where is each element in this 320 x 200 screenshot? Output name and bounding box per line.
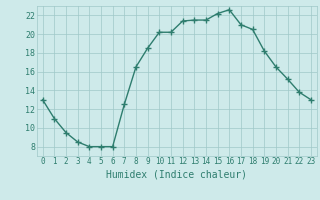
X-axis label: Humidex (Indice chaleur): Humidex (Indice chaleur)	[106, 169, 247, 179]
